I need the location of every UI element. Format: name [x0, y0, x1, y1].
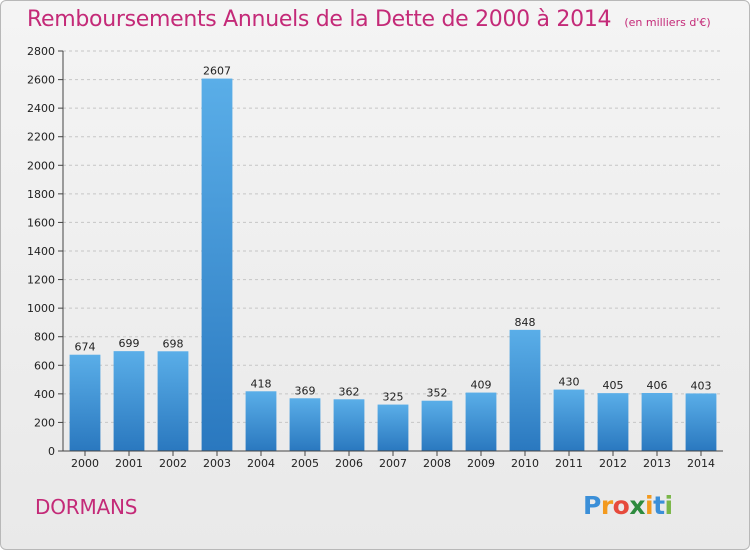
- x-tick-label: 2003: [203, 457, 231, 470]
- bar: [685, 393, 717, 451]
- logo-letter: x: [629, 491, 645, 520]
- bar-value-label: 405: [603, 379, 624, 392]
- chart-title-text: Remboursements Annuels de la Dette de 20…: [27, 7, 612, 32]
- bar-value-label: 352: [427, 387, 448, 400]
- bar: [157, 351, 189, 451]
- x-tick-label: 2013: [643, 457, 671, 470]
- y-tick-label: 400: [34, 388, 55, 401]
- logo-letter: i: [645, 491, 654, 520]
- bar-value-label: 325: [383, 391, 404, 404]
- bar: [289, 398, 321, 451]
- y-tick-label: 1600: [27, 216, 55, 229]
- chart-title: Remboursements Annuels de la Dette de 20…: [27, 7, 711, 32]
- bar-value-label: 699: [119, 337, 140, 350]
- logo-letter: r: [600, 491, 613, 520]
- x-tick-label: 2006: [335, 457, 363, 470]
- y-tick-label: 2200: [27, 131, 55, 144]
- bar: [201, 78, 233, 452]
- logo-letter: i: [664, 491, 674, 520]
- bar-series: 674 699 698 2607 418 369 362 325 352 409 848 430 405…: [69, 65, 717, 452]
- x-tick-label: 2012: [599, 457, 627, 470]
- x-tick-label: 2011: [555, 457, 583, 470]
- x-tick-label: 2008: [423, 457, 451, 470]
- proxiti-logo: Proxiti: [583, 491, 673, 520]
- x-tick-label: 2009: [467, 457, 495, 470]
- bar: [333, 399, 365, 451]
- logo-letter: P: [583, 491, 601, 520]
- commune-name: DORMANS: [35, 495, 138, 519]
- y-tick-label: 600: [34, 359, 55, 372]
- bar: [553, 389, 585, 451]
- x-tick-label: 2004: [247, 457, 275, 470]
- x-tick-label: 2010: [511, 457, 539, 470]
- x-tick-label: 2005: [291, 457, 319, 470]
- logo-letter: o: [612, 491, 630, 520]
- x-tick-label: 2001: [115, 457, 143, 470]
- bar: [421, 400, 453, 451]
- bar: [509, 329, 541, 451]
- y-tick-label: 1200: [27, 274, 55, 287]
- bar-value-label: 674: [75, 341, 96, 354]
- chart-subtitle: (en milliers d'€): [624, 16, 711, 29]
- x-tick-label: 2007: [379, 457, 407, 470]
- bar: [641, 393, 673, 451]
- y-tick-label: 1800: [27, 188, 55, 201]
- bar-value-label: 848: [515, 316, 536, 329]
- x-tick-label: 2014: [687, 457, 715, 470]
- y-tick-label: 2000: [27, 159, 55, 172]
- bar-value-label: 369: [295, 384, 316, 397]
- bar: [377, 404, 409, 451]
- bar-value-label: 418: [251, 377, 272, 390]
- logo-letter: t: [653, 491, 665, 520]
- bar: [245, 391, 277, 451]
- bar-value-label: 362: [339, 385, 360, 398]
- y-tick-label: 2800: [27, 45, 55, 58]
- bar: [597, 393, 629, 451]
- bar: [113, 351, 145, 451]
- y-tick-label: 2400: [27, 102, 55, 115]
- bar: [69, 354, 101, 451]
- y-tick-label: 1000: [27, 302, 55, 315]
- y-tick-label: 800: [34, 331, 55, 344]
- y-axis: 0 200 400 600 800 1000 1200 1400 1600 1800 2000 220…: [27, 45, 64, 458]
- y-tick-label: 2600: [27, 74, 55, 87]
- y-tick-label: 200: [34, 416, 55, 429]
- x-tick-label: 2000: [71, 457, 99, 470]
- bar: [465, 392, 497, 451]
- bar-value-label: 698: [163, 337, 184, 350]
- y-tick-label: 0: [48, 445, 55, 458]
- x-axis: 2000 2001 2002 2003 2004 2005 2006 2007 2008 2009…: [63, 450, 723, 470]
- bar-value-label: 2607: [203, 65, 231, 78]
- y-tick-label: 1400: [27, 245, 55, 258]
- bar-value-label: 430: [559, 376, 580, 389]
- x-tick-label: 2002: [159, 457, 187, 470]
- bar-value-label: 409: [471, 379, 492, 392]
- bar-value-label: 406: [647, 379, 668, 392]
- bar-value-label: 403: [691, 379, 712, 392]
